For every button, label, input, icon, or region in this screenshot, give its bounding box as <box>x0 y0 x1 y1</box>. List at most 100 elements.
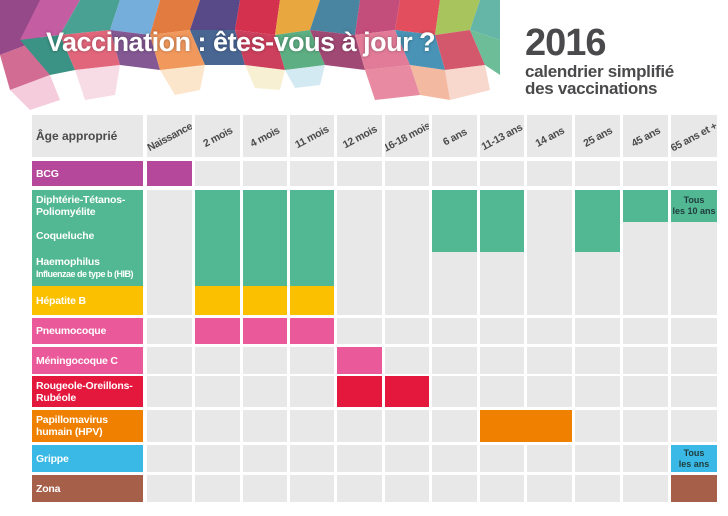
schedule-cell <box>527 347 572 374</box>
schedule-cell <box>671 410 717 442</box>
schedule-cell-active <box>195 286 240 315</box>
schedule-cell <box>575 161 620 186</box>
schedule-cell <box>623 410 668 442</box>
schedule-cell <box>385 318 429 344</box>
column-header: 12 mois <box>337 115 382 157</box>
schedule-cell <box>337 161 382 186</box>
schedule-cell-active <box>243 286 287 315</box>
schedule-cell <box>337 410 382 442</box>
schedule-cell <box>527 190 572 315</box>
row-label-bcg: BCG <box>32 161 143 186</box>
column-header: Naissance <box>147 115 192 157</box>
schedule-cell-active <box>575 190 620 252</box>
row-label-hepatite-b: Hépatite B <box>32 286 143 315</box>
schedule-cell <box>290 347 334 374</box>
schedule-cell <box>480 445 524 472</box>
schedule-cell <box>575 376 620 407</box>
row-label-dtp-group: Diphtérie-Tétanos- Poliomyélite Coqueluc… <box>32 190 143 286</box>
row-label-hpv-line1: Papillomavirus <box>36 414 108 426</box>
schedule-cell-active <box>290 318 334 344</box>
column-header: 14 ans <box>527 115 572 157</box>
row-label-hpv-line2: humain (HPV) <box>36 426 103 438</box>
schedule-cell <box>290 376 334 407</box>
column-header: 65 ans et + <box>671 115 717 157</box>
schedule-cell-active <box>432 190 477 252</box>
schedule-cell <box>385 190 429 315</box>
column-header-label: 45 ans <box>629 124 662 150</box>
schedule-cell <box>243 410 287 442</box>
row-label-dtp-line1: Diphtérie-Tétanos- <box>36 194 126 206</box>
column-header: 11 mois <box>290 115 334 157</box>
row-label-zona: Zona <box>32 475 143 502</box>
column-header: 25 ans <box>575 115 620 157</box>
row-label-pneumocoque: Pneumocoque <box>32 318 143 344</box>
schedule-cell-active <box>671 475 717 502</box>
schedule-cell <box>385 410 429 442</box>
schedule-cell <box>337 318 382 344</box>
column-header: 4 mois <box>243 115 287 157</box>
schedule-cell <box>432 161 477 186</box>
row-label-ror-line2: Rubéole <box>36 391 77 404</box>
column-header-label: 14 ans <box>533 124 566 150</box>
row-label-hpv: Papillomavirus humain (HPV) <box>32 410 143 442</box>
year-label: 2016 <box>525 22 607 64</box>
column-header: 2 mois <box>195 115 240 157</box>
column-header-label: 4 mois <box>248 124 282 150</box>
schedule-cell <box>147 475 192 502</box>
page-title: Vaccination : êtes-vous à jour ? <box>46 27 436 57</box>
note-every-year: Tous les ans <box>671 445 717 472</box>
schedule-cell <box>243 376 287 407</box>
schedule-cell <box>243 161 287 186</box>
row-label-ror-line1: Rougeole-Oreillons- <box>36 379 133 392</box>
schedule-cell <box>195 445 240 472</box>
schedule-cell <box>385 475 429 502</box>
subtitle-line-1: calendrier simplifié <box>525 62 674 81</box>
schedule-cell <box>290 410 334 442</box>
column-header: 45 ans <box>623 115 668 157</box>
schedule-cell <box>337 475 382 502</box>
schedule-cell-active <box>195 190 240 286</box>
schedule-cell <box>480 475 524 502</box>
schedule-cell <box>243 445 287 472</box>
schedule-cell-active <box>385 376 429 407</box>
note-line: Tous <box>683 195 705 205</box>
schedule-cell <box>575 410 620 442</box>
schedule-cell-active <box>147 161 192 186</box>
schedule-cell <box>195 410 240 442</box>
schedule-cell-active <box>480 410 572 442</box>
row-label-hib-line2: Influenzae de type b (HIB) <box>36 269 134 279</box>
column-header-label: 11-13 ans <box>480 121 524 153</box>
column-header: 16-18 mois <box>385 115 429 157</box>
schedule-cell-active <box>623 190 668 222</box>
schedule-cell-active <box>337 347 382 374</box>
schedule-cell <box>195 347 240 374</box>
schedule-cell <box>623 347 668 374</box>
schedule-cell <box>623 376 668 407</box>
schedule-cell <box>480 161 524 186</box>
schedule-cell <box>671 347 717 374</box>
schedule-cell <box>671 376 717 407</box>
schedule-cell-active <box>243 318 287 344</box>
decorative-hexagon-banner: Vaccination : êtes-vous à jour ? <box>0 0 500 110</box>
schedule-cell <box>290 475 334 502</box>
schedule-cell <box>337 445 382 472</box>
schedule-cell <box>623 475 668 502</box>
schedule-cell <box>432 376 477 407</box>
schedule-cell <box>575 475 620 502</box>
schedule-cell <box>243 475 287 502</box>
schedule-cell <box>432 445 477 472</box>
schedule-cell <box>147 445 192 472</box>
corner-label: Âge approprié <box>32 115 143 157</box>
schedule-cell-active <box>243 190 287 286</box>
schedule-cell-active <box>290 286 334 315</box>
schedule-cell <box>480 347 524 374</box>
row-label-hib-line1: Haemophilus <box>36 256 100 268</box>
schedule-cell <box>575 318 620 344</box>
schedule-cell <box>147 410 192 442</box>
column-header-label: 25 ans <box>581 124 614 150</box>
schedule-cell <box>527 445 572 472</box>
schedule-cell <box>432 347 477 374</box>
schedule-cell <box>527 475 572 502</box>
schedule-cell-active <box>195 318 240 344</box>
column-header-label: 2 mois <box>200 124 235 150</box>
